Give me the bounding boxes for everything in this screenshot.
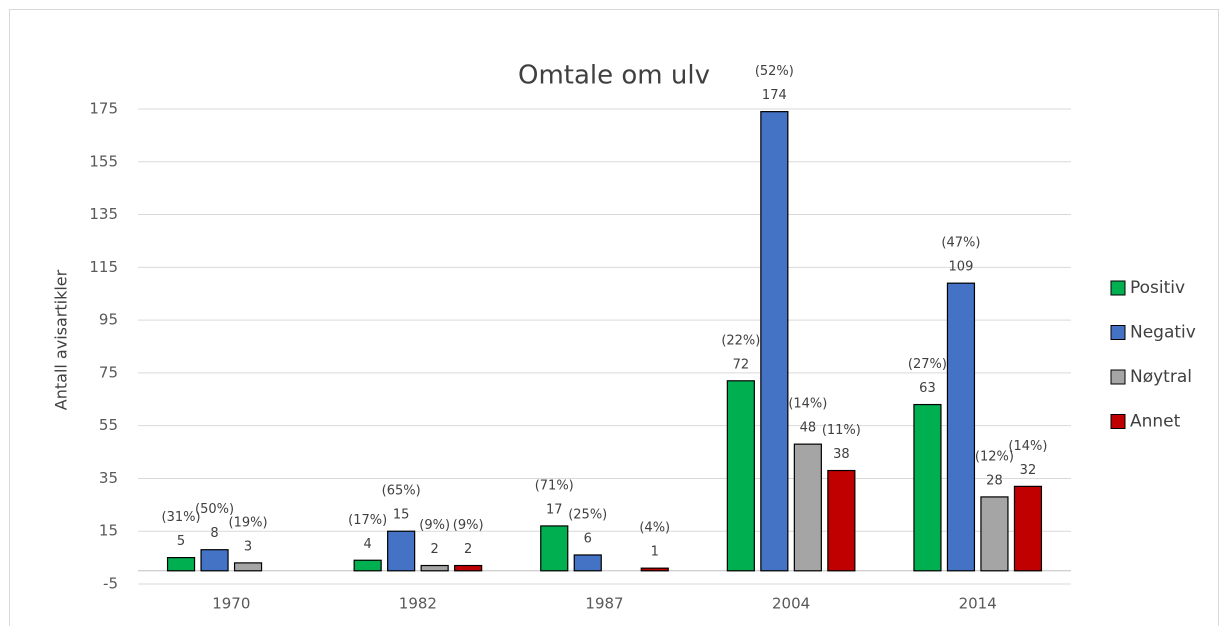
value-label: 174 bbox=[762, 88, 787, 103]
percent-label: (17%) bbox=[348, 513, 387, 528]
percent-label: (9%) bbox=[453, 518, 484, 533]
x-tick-label: 1987 bbox=[585, 595, 623, 613]
percent-label: (50%) bbox=[195, 502, 234, 517]
chart-border bbox=[9, 9, 1219, 626]
x-tick-label: 2014 bbox=[959, 595, 997, 613]
legend-swatch bbox=[1110, 414, 1126, 429]
bar bbox=[980, 496, 1009, 572]
bar bbox=[827, 469, 856, 572]
y-tick-label: 175 bbox=[89, 100, 118, 118]
value-label: 28 bbox=[986, 473, 1003, 488]
x-tick-label: 1982 bbox=[399, 595, 437, 613]
percent-label: (25%) bbox=[568, 507, 607, 522]
x-tick-label: 1970 bbox=[212, 595, 250, 613]
legend-swatch bbox=[1110, 280, 1126, 296]
percent-label: (71%) bbox=[535, 478, 574, 493]
y-tick-label: 15 bbox=[99, 522, 118, 540]
value-label: 38 bbox=[833, 447, 850, 462]
value-label: 5 bbox=[177, 534, 185, 549]
y-tick-label: 35 bbox=[99, 469, 118, 487]
percent-label: (4%) bbox=[639, 521, 670, 536]
bar bbox=[573, 554, 602, 572]
y-tick-label: 75 bbox=[99, 363, 118, 381]
percent-label: (47%) bbox=[941, 236, 980, 251]
bar bbox=[233, 562, 263, 572]
percent-label: (31%) bbox=[162, 510, 201, 525]
bar bbox=[387, 530, 416, 572]
bar bbox=[353, 559, 382, 572]
percent-label: (65%) bbox=[382, 484, 421, 499]
y-tick-label: 115 bbox=[89, 258, 118, 276]
value-label: 72 bbox=[733, 357, 750, 372]
y-tick-label: 55 bbox=[99, 416, 118, 434]
legend-swatch bbox=[1110, 325, 1126, 340]
percent-label: (11%) bbox=[822, 423, 861, 438]
value-label: 6 bbox=[584, 531, 592, 546]
legend-swatch bbox=[1110, 369, 1126, 385]
bar bbox=[793, 443, 822, 572]
bar bbox=[200, 549, 229, 572]
legend-label: Nøytral bbox=[1130, 367, 1192, 387]
bar bbox=[640, 567, 669, 572]
percent-label: (19%) bbox=[229, 515, 268, 530]
value-label: 15 bbox=[393, 508, 410, 523]
bar bbox=[540, 525, 569, 572]
bar bbox=[913, 403, 942, 572]
percent-label: (12%) bbox=[975, 449, 1014, 464]
legend-label: Positiv bbox=[1130, 278, 1185, 298]
value-label: 63 bbox=[919, 381, 936, 396]
value-label: 32 bbox=[1020, 463, 1037, 478]
y-tick-label: 135 bbox=[89, 205, 118, 223]
value-label: 4 bbox=[364, 537, 372, 552]
percent-label: (9%) bbox=[419, 518, 450, 533]
bar bbox=[1013, 485, 1043, 572]
y-axis-label: Antall avisartikler bbox=[52, 269, 71, 410]
legend-label: Negativ bbox=[1130, 323, 1196, 343]
percent-label: (27%) bbox=[908, 357, 947, 372]
percent-label: (52%) bbox=[755, 64, 794, 79]
value-label: 109 bbox=[949, 260, 974, 275]
y-tick-label: -5 bbox=[103, 575, 118, 593]
x-tick-label: 2004 bbox=[772, 595, 810, 613]
value-label: 1 bbox=[651, 545, 659, 560]
percent-label: (14%) bbox=[1008, 439, 1047, 454]
bar bbox=[454, 564, 483, 572]
percent-label: (22%) bbox=[721, 333, 760, 348]
y-tick-label: 155 bbox=[89, 152, 118, 170]
value-label: 2 bbox=[464, 542, 472, 557]
percent-label: (14%) bbox=[788, 397, 827, 412]
value-label: 8 bbox=[210, 526, 218, 541]
legend-label: Annet bbox=[1130, 412, 1181, 432]
bar bbox=[166, 557, 196, 572]
y-tick-label: 95 bbox=[99, 311, 118, 329]
value-label: 48 bbox=[800, 421, 817, 436]
bar bbox=[946, 282, 976, 572]
value-label: 3 bbox=[244, 539, 252, 554]
chart-title: Omtale om ulv bbox=[518, 61, 710, 91]
bar bbox=[420, 564, 449, 572]
value-label: 17 bbox=[546, 502, 563, 517]
bar bbox=[760, 111, 789, 572]
value-label: 2 bbox=[431, 542, 439, 557]
bar bbox=[726, 380, 755, 572]
